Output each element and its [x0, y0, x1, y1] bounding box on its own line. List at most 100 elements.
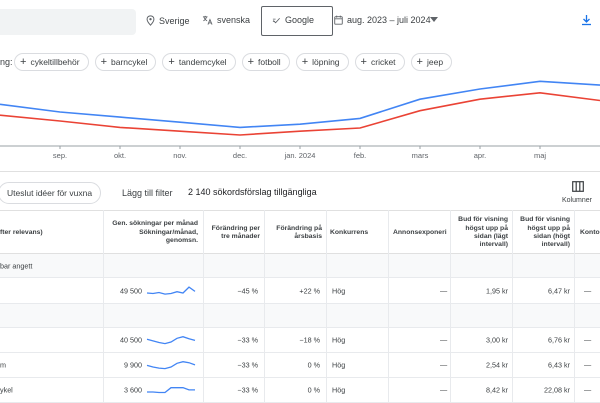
refine-keywords-label: ng:	[0, 57, 13, 67]
avg-searches-cell: 49 500	[120, 286, 142, 295]
header-avg-searches[interactable]: Gen. sökningar per månad Sökningar/månad…	[112, 220, 198, 245]
refine-chip[interactable]: + barncykel	[94, 53, 157, 71]
header-keyword[interactable]: fter relevans)	[0, 228, 43, 236]
calendar-icon	[334, 15, 343, 25]
competition-cell: Hög	[332, 286, 346, 295]
translate-icon	[202, 15, 213, 25]
x-tick-label: dec.	[233, 151, 247, 160]
bid-high-cell: 6,47 kr	[548, 286, 570, 295]
plus-icon: +	[247, 55, 254, 68]
download-icon[interactable]	[581, 14, 592, 26]
date-range-selector[interactable]: aug. 2023 – juli 2024	[334, 15, 431, 25]
refine-chip[interactable]: + fotboll	[241, 53, 290, 71]
header-three-month-change[interactable]: Förändring per tre månader	[211, 224, 260, 240]
x-tick-label: apr.	[474, 151, 487, 160]
keyword-cell: m	[0, 360, 6, 370]
competition-cell: Hög	[332, 360, 346, 370]
header-bid-high[interactable]: Bud för visning högst upp på sidan (högt…	[520, 216, 570, 249]
ad-impression-cell: —	[440, 335, 448, 345]
refine-chip[interactable]: + löpning	[295, 53, 349, 71]
refine-chip[interactable]: + cricket	[354, 53, 405, 71]
x-tick-label: jan. 2024	[284, 151, 316, 160]
competition-cell: Hög	[332, 385, 346, 395]
location-selector[interactable]: Sverige	[146, 15, 190, 26]
column-divider	[388, 210, 389, 403]
avg-searches-cell: 40 500	[120, 335, 142, 345]
trend-sparkline-line	[146, 285, 196, 295]
competition-cell: Hög	[332, 335, 346, 345]
refine-chip-label: cricket	[370, 57, 396, 67]
exclude-adult-ideas-chip[interactable]: Uteslut idéer för vuxna	[0, 182, 102, 204]
group-label: bar angett	[0, 261, 33, 270]
refine-chip-label: fotboll	[258, 57, 281, 67]
search-network-icon	[272, 17, 280, 23]
yoy-change-cell: 0 %	[307, 385, 320, 395]
x-tick-label: maj	[534, 151, 546, 160]
header-competition[interactable]: Konkurrens	[330, 228, 369, 236]
refine-chip[interactable]: + jeep	[410, 53, 453, 71]
chart-divider	[0, 171, 600, 172]
header-bid-low[interactable]: Bud för visning högst upp på sidan (lägt…	[458, 216, 508, 249]
language-selector[interactable]: svenska	[202, 15, 250, 25]
table-row[interactable]: ykel 3 600 −33 % 0 % Hög — 8,42 kr 22,08 kr —	[0, 378, 600, 403]
header-yoy-change[interactable]: Förändring på årsbasis	[276, 224, 322, 240]
plus-icon: +	[360, 55, 367, 68]
keyword-cell: ykel	[0, 385, 13, 395]
refine-chip-label: tandemcykel	[178, 57, 227, 67]
column-divider	[103, 210, 104, 403]
trend-sparkline-line	[147, 387, 195, 394]
column-divider	[203, 210, 204, 403]
network-label: Google	[285, 15, 315, 25]
trend-sparkline-line	[146, 361, 196, 370]
table-row[interactable]: 40 500 −33 % −18 % Hög — 3,00 kr 6,76 kr —	[0, 328, 600, 353]
search-volume-chart: sep. okt. nov. dec. jan. 2024 feb. mars apr. maj	[0, 80, 600, 160]
column-divider	[450, 210, 451, 403]
three-month-change-cell: −33 %	[237, 335, 258, 345]
refine-chip[interactable]: + tandemcykel	[162, 53, 236, 71]
x-tick-label: feb.	[354, 151, 367, 160]
account-status-cell: —	[584, 360, 592, 370]
columns-button[interactable]: Kolumner	[562, 197, 592, 204]
ad-impression-cell: —	[440, 286, 448, 295]
bid-low-cell: 3,00 kr	[486, 335, 508, 345]
bid-high-cell: 6,76 kr	[548, 335, 570, 345]
x-tick-label: mars	[412, 151, 429, 160]
plus-icon: +	[20, 55, 27, 68]
header-account-status[interactable]: Konto	[580, 228, 600, 236]
header-ad-impression-share[interactable]: Annonsexponeri	[393, 228, 447, 236]
trend-sparkline	[146, 285, 196, 295]
add-filter-button[interactable]: Lägg till filter	[122, 188, 173, 198]
plus-icon: +	[100, 55, 108, 68]
plus-icon: +	[416, 55, 423, 68]
trend-sparkline	[146, 336, 196, 345]
date-range-label: aug. 2023 – juli 2024	[347, 15, 431, 25]
column-divider	[264, 210, 265, 403]
bid-high-cell: 22,08 kr	[544, 385, 570, 395]
avg-searches-cell: 3 600	[124, 385, 142, 395]
avg-searches-cell: 9 900	[124, 360, 142, 370]
refine-chip[interactable]: + cykeltillbehör	[14, 53, 89, 71]
trend-sparkline-line	[146, 336, 196, 345]
table-row[interactable]: 49 500 −45 % +22 % Hög — 1,95 kr 6,47 kr —	[0, 278, 600, 304]
table-row[interactable]: m 9 900 −33 % 0 % Hög — 2,54 kr 6,43 kr —	[0, 353, 600, 378]
yoy-change-cell: 0 %	[307, 360, 320, 370]
keyword-search-input[interactable]	[0, 9, 136, 35]
columns-icon[interactable]	[572, 181, 584, 192]
refine-chip-label: barncykel	[111, 57, 148, 67]
plus-icon: +	[301, 55, 309, 68]
refine-chip-label: jeep	[426, 57, 444, 67]
refine-chip-label: cykeltillbehör	[30, 57, 80, 67]
bid-low-cell: 8,42 kr	[486, 385, 508, 395]
network-selector[interactable]	[261, 6, 333, 36]
bid-low-cell: 2,54 kr	[486, 360, 508, 370]
location-pin-icon	[146, 15, 155, 26]
keyword-count: 2 140 sökordsförslag tillgängliga	[188, 187, 317, 197]
network-selector-content[interactable]: Google	[272, 15, 314, 25]
exclude-adult-ideas-label: Uteslut idéer för vuxna	[7, 188, 93, 198]
three-month-change-cell: −33 %	[237, 385, 258, 395]
date-range-dropdown-icon[interactable]	[430, 17, 438, 22]
refine-chip-list: + cykeltillbehör + barncykel + tandemcykel + fo…	[14, 53, 453, 71]
group-row-2	[0, 304, 600, 328]
yoy-change-cell: +22 %	[299, 286, 320, 295]
ad-impression-cell: —	[440, 385, 448, 395]
